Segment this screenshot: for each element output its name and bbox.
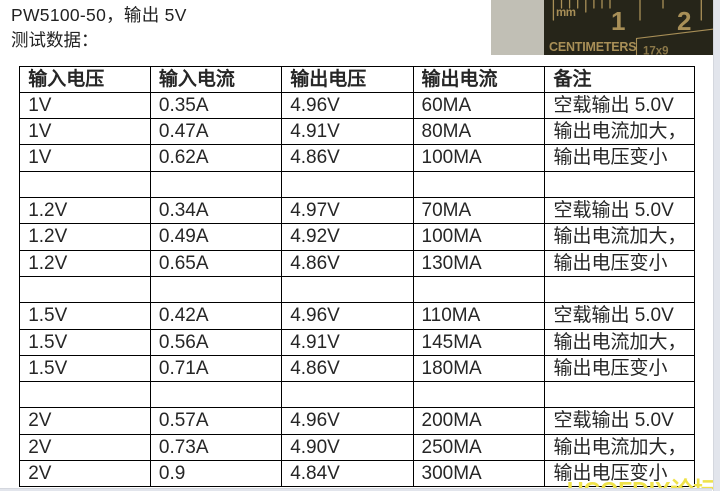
svg-text:mm: mm (556, 7, 576, 19)
svg-text:CENTIMETERS: CENTIMETERS (549, 40, 636, 54)
svg-text:17x9: 17x9 (643, 46, 669, 56)
svg-text:1: 1 (611, 6, 625, 36)
